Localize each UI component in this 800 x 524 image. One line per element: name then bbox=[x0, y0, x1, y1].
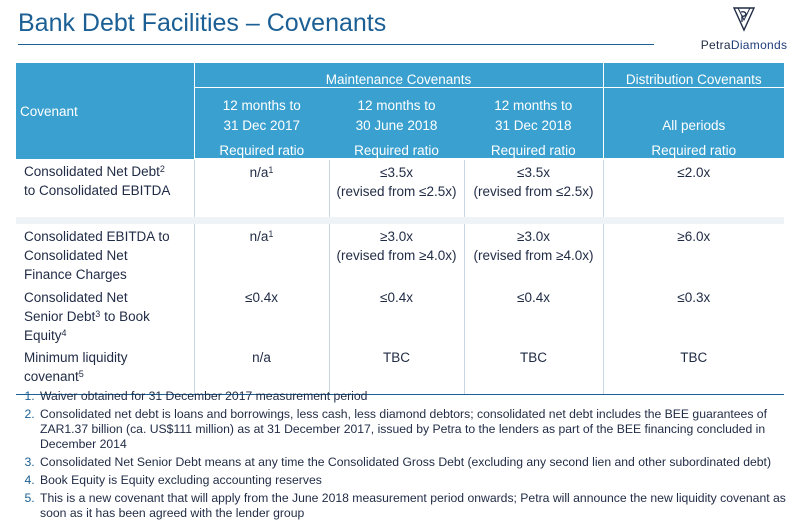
covenants-table: Covenant Maintenance Covenants Distribut… bbox=[16, 63, 784, 395]
period-header-dec-2018: 12 months to 31 Dec 2018 bbox=[464, 87, 603, 136]
value-cell: n/a1 bbox=[193, 224, 329, 285]
label-line: Senior Debt bbox=[24, 309, 96, 324]
period-header-dec-2017: 12 months to 31 Dec 2017 bbox=[193, 87, 329, 136]
value-cell: ≥3.0x (revised from ≥4.0x) bbox=[328, 224, 464, 285]
covenant-label: Consolidated Net Debt2 to Consolidated EB… bbox=[16, 159, 194, 217]
footnotes-list: Waiver obtained for 31 December 2017 mea… bbox=[18, 389, 800, 524]
period-line1: All periods bbox=[662, 118, 726, 133]
ratio-value: ≥3.0x bbox=[380, 229, 413, 244]
label-line: to Consolidated EBITDA bbox=[24, 183, 171, 198]
ratio-value: n/a bbox=[249, 165, 269, 180]
covenant-label: Consolidated EBITDA to Consolidated Net Fi… bbox=[16, 224, 194, 285]
value-cell: TBC bbox=[602, 345, 784, 395]
label-line: Consolidated Net bbox=[24, 290, 128, 305]
table-row-ebitda-finance-charges: Consolidated EBITDA to Consolidated Net Fi… bbox=[16, 224, 784, 285]
period-line2: 31 Dec 2018 bbox=[494, 118, 572, 133]
label-line: Consolidated Net bbox=[24, 248, 128, 263]
revision-note: (revised from ≤2.5x) bbox=[473, 184, 594, 199]
footnote: Consolidated Net Senior Debt means at an… bbox=[38, 455, 800, 470]
required-ratio-header: Required ratio bbox=[193, 136, 329, 160]
required-ratio-header: Required ratio bbox=[602, 136, 784, 160]
footnote: Waiver obtained for 31 December 2017 mea… bbox=[38, 389, 800, 404]
revision-note: (revised from ≤2.5x) bbox=[336, 184, 457, 199]
petra-diamonds-logo: PetraDiamonds bbox=[690, 4, 798, 54]
period-line2: 31 Dec 2017 bbox=[223, 118, 301, 133]
label-line: Minimum liquidity bbox=[24, 350, 128, 365]
ratio-value: n/a bbox=[249, 229, 269, 244]
covenant-label: Consolidated Net Senior Debt3 to Book Equi… bbox=[16, 285, 194, 345]
covenant-column-header: Covenant bbox=[16, 63, 194, 159]
ratio-value: ≤3.5x bbox=[380, 165, 413, 180]
distribution-covenants-header: Distribution Covenants bbox=[602, 63, 784, 88]
ratio-value: ≤3.5x bbox=[517, 165, 550, 180]
label-line: Consolidated EBITDA to bbox=[24, 229, 170, 244]
logo-wordmark: PetraDiamonds bbox=[690, 38, 798, 52]
period-line1: 12 months to bbox=[357, 98, 436, 113]
period-line1: 12 months to bbox=[494, 98, 573, 113]
table-row-net-debt-ebitda: Consolidated Net Debt2 to Consolidated EB… bbox=[16, 159, 784, 217]
footnote-ref: 4 bbox=[61, 328, 67, 338]
value-cell: ≥6.0x bbox=[602, 224, 784, 285]
table-row-minimum-liquidity: Minimum liquidity covenant5 n/a TBC TBC T… bbox=[16, 345, 784, 395]
value-cell: TBC bbox=[328, 345, 464, 395]
logo-word-diamonds: Diamonds bbox=[730, 38, 788, 52]
title-divider bbox=[18, 44, 654, 45]
table-row-senior-debt-book-equity: Consolidated Net Senior Debt3 to Book Equi… bbox=[16, 285, 784, 345]
value-cell: ≥3.0x (revised from ≥4.0x) bbox=[463, 224, 603, 285]
revision-note: (revised from ≥4.0x) bbox=[336, 248, 457, 263]
value-cell: ≤3.5x (revised from ≤2.5x) bbox=[328, 159, 464, 217]
logo-word-petra: Petra bbox=[700, 38, 731, 52]
footnote: Consolidated net debt is loans and borro… bbox=[38, 407, 800, 452]
value-cell: n/a1 bbox=[193, 159, 329, 217]
covenant-label: Minimum liquidity covenant5 bbox=[16, 345, 194, 395]
footnote-ref: 1 bbox=[268, 165, 274, 175]
value-cell: ≤0.3x bbox=[602, 285, 784, 345]
value-cell: ≤0.4x bbox=[328, 285, 464, 345]
footnote-ref: 3 bbox=[95, 309, 101, 319]
required-ratio-header: Required ratio bbox=[464, 136, 603, 160]
value-cell: ≤0.4x bbox=[463, 285, 603, 345]
value-cell: ≤3.5x (revised from ≤2.5x) bbox=[463, 159, 603, 217]
footnote-ref: 1 bbox=[268, 229, 274, 239]
ratio-value: ≥3.0x bbox=[517, 229, 550, 244]
label-line: covenant bbox=[24, 369, 79, 384]
maintenance-covenants-header: Maintenance Covenants bbox=[193, 63, 603, 88]
revision-note: (revised from ≥4.0x) bbox=[473, 248, 594, 263]
label-line: to Book bbox=[100, 309, 150, 324]
label-line: Equity bbox=[24, 328, 62, 343]
period-header-jun-2018: 12 months to 30 June 2018 bbox=[329, 87, 464, 136]
value-cell: n/a bbox=[193, 345, 329, 395]
period-line1: 12 months to bbox=[222, 98, 301, 113]
value-cell: ≤2.0x bbox=[602, 159, 784, 217]
footnote-ref: 2 bbox=[159, 164, 165, 174]
label-line: Consolidated Net Debt bbox=[24, 164, 160, 179]
period-header-all-periods: All periods bbox=[602, 87, 784, 136]
footnote: Book Equity is Equity excluding accounti… bbox=[38, 473, 800, 488]
required-ratio-header: Required ratio bbox=[329, 136, 464, 160]
period-line2: 30 June 2018 bbox=[355, 118, 438, 133]
value-cell: TBC bbox=[463, 345, 603, 395]
label-line: Finance Charges bbox=[24, 267, 127, 282]
footnote-ref: 5 bbox=[78, 369, 84, 379]
value-cell: ≤0.4x bbox=[193, 285, 329, 345]
page-title: Bank Debt Facilities – Covenants bbox=[18, 9, 387, 37]
footnote: This is a new covenant that will apply f… bbox=[38, 491, 800, 521]
diamond-logo-icon bbox=[732, 7, 756, 32]
